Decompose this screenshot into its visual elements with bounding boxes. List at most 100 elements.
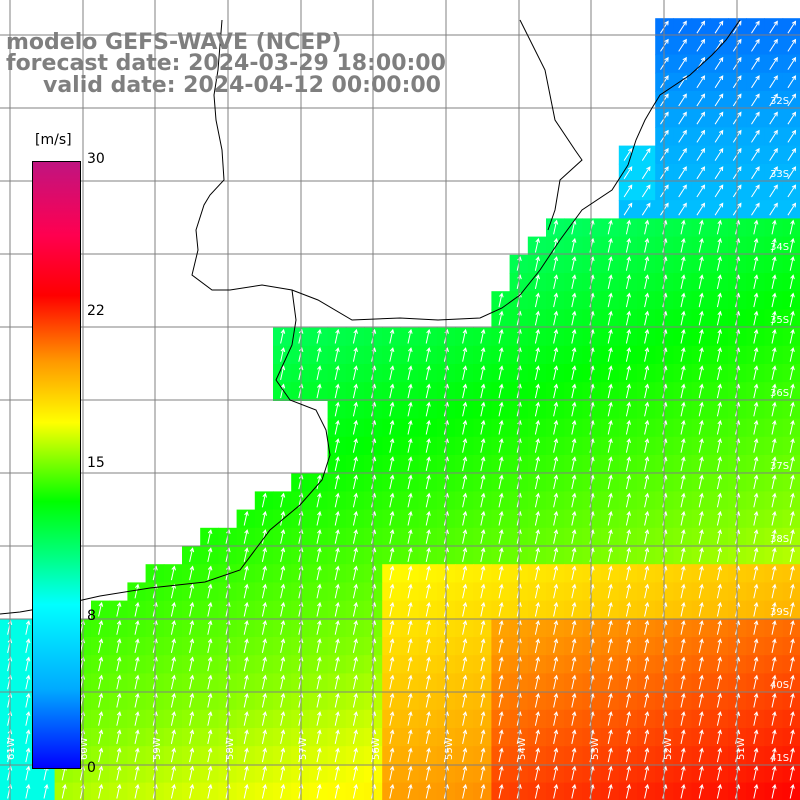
wind-arrow: [462, 401, 468, 417]
wind-arrow: [680, 620, 686, 635]
wind-arrow: [753, 510, 759, 526]
wind-arrow: [352, 765, 358, 781]
wind-arrow: [189, 692, 195, 708]
wind-arrow: [425, 456, 431, 472]
wind-arrow: [680, 711, 686, 726]
wind-arrow: [534, 510, 540, 526]
wind-arrow: [753, 547, 759, 563]
wind-arrow: [243, 529, 249, 544]
wind-arrow: [280, 765, 286, 781]
wind-arrow: [425, 510, 431, 526]
wind-arrow: [389, 729, 395, 745]
wind-arrow: [716, 765, 722, 781]
wind-arrow: [352, 419, 358, 435]
wind-arrow: [407, 729, 413, 745]
wind-arrow: [261, 601, 267, 617]
wind-arrow: [625, 529, 631, 544]
lon-label: 52W: [663, 737, 674, 760]
wind-arrow: [607, 747, 613, 763]
wind-arrow: [352, 438, 358, 453]
colorbar-unit: [m/s]: [35, 132, 72, 148]
wind-arrow: [751, 129, 760, 143]
wind-arrow: [98, 747, 104, 763]
wind-arrow: [316, 620, 322, 635]
wind-arrow: [98, 656, 104, 672]
wind-arrow: [698, 492, 704, 508]
wind-arrow: [352, 638, 358, 654]
wind-arrow: [480, 456, 486, 472]
wind-arrow: [352, 783, 358, 799]
wind-arrow: [714, 129, 724, 143]
wind-arrow: [480, 383, 486, 399]
wind-arrow: [644, 547, 650, 563]
wind-arrow: [553, 510, 559, 526]
wind-arrow: [571, 492, 577, 508]
wind-arrow: [243, 547, 249, 563]
wind-arrow: [389, 347, 395, 362]
wind-arrow: [189, 638, 195, 654]
wind-arrow: [571, 328, 577, 344]
wind-arrow: [753, 438, 759, 453]
wind-arrow: [680, 638, 686, 654]
wind-arrow: [261, 729, 267, 745]
wind-arrow: [498, 565, 504, 581]
wind-arrow: [571, 692, 577, 708]
wind-arrow: [243, 747, 249, 763]
wind-arrow: [352, 456, 358, 472]
wind-arrow: [716, 529, 722, 544]
wind-arrow: [607, 510, 613, 526]
wind-arrow: [407, 711, 413, 726]
wind-arrow: [407, 510, 413, 526]
wind-arrow: [789, 638, 795, 654]
wind-arrow: [334, 638, 340, 654]
wind-arrow: [789, 747, 795, 763]
wind-arrow: [644, 692, 650, 708]
wind-arrow: [352, 711, 358, 726]
wind-arrow: [553, 747, 559, 763]
wind-arrow: [280, 656, 286, 672]
wind-arrow: [189, 547, 195, 563]
wind-arrow: [352, 510, 358, 526]
wind-arrow: [769, 38, 778, 52]
wind-arrow: [389, 529, 395, 544]
wind-arrow: [243, 638, 249, 654]
wind-arrow: [698, 510, 704, 526]
lon-label: 57W: [298, 737, 309, 760]
wind-arrow: [787, 93, 797, 107]
wind-arrow: [751, 56, 760, 70]
wind-arrow: [607, 492, 613, 508]
wind-arrow: [116, 674, 122, 690]
wind-arrow: [753, 783, 759, 799]
wind-arrow: [753, 256, 759, 271]
wind-arrow: [498, 583, 504, 599]
wind-arrow: [189, 565, 195, 581]
wind-arrow: [716, 347, 722, 362]
wind-arrow: [189, 765, 195, 781]
wind-arrow: [716, 383, 722, 399]
wind-arrow: [425, 438, 431, 453]
wind-arrow: [316, 347, 322, 362]
wind-arrow: [170, 729, 176, 745]
wind-arrow: [680, 729, 686, 745]
wind-arrow: [316, 765, 322, 781]
wind-arrow: [98, 620, 104, 635]
wind-arrow: [607, 620, 613, 635]
wind-arrow: [625, 383, 631, 399]
wind-arrow: [607, 219, 613, 235]
wind-arrow: [261, 565, 267, 581]
wind-arrow: [644, 310, 650, 326]
wind-arrow: [116, 692, 122, 708]
wind-arrow: [498, 328, 504, 344]
wind-arrow: [389, 583, 395, 599]
wind-arrow: [352, 620, 358, 635]
wind-arrow: [771, 583, 777, 599]
wind-arrow: [280, 547, 286, 563]
wind-arrow: [625, 765, 631, 781]
wind-arrow: [644, 638, 650, 654]
wind-arrow: [753, 292, 759, 308]
wind-arrow: [644, 747, 650, 763]
wind-arrow: [389, 656, 395, 672]
wind-arrow: [316, 383, 322, 399]
wind-arrow: [753, 274, 759, 290]
wind-arrow: [553, 292, 559, 308]
